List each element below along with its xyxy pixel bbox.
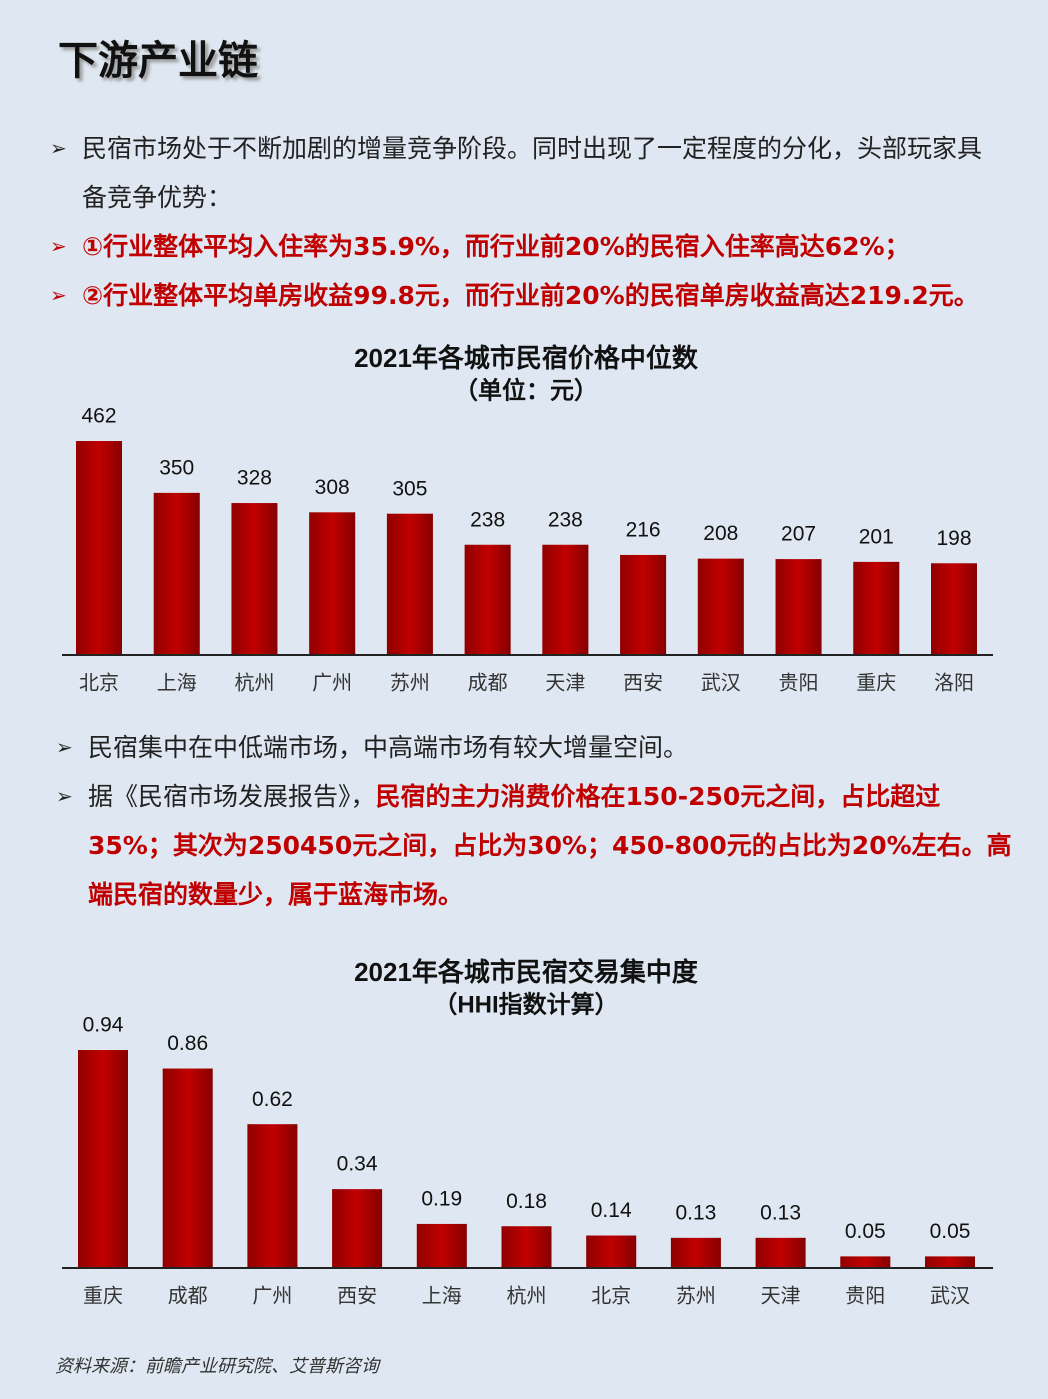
bullet-marker: ➢	[50, 136, 67, 160]
bar-shade	[542, 544, 589, 655]
chart-title: 2021年各城市民宿价格中位数	[354, 343, 699, 373]
bullet-text: 民宿的主力消费价格在150-250元之间，占比超过35%；其次为250450元之…	[88, 782, 1012, 909]
value-label: 216	[626, 518, 661, 541]
category-label: 杭州	[507, 1284, 547, 1308]
bar-shade	[925, 1256, 975, 1268]
value-label: 0.34	[337, 1153, 378, 1176]
value-label: 0.18	[506, 1190, 547, 1213]
chart-subtitle: （单位：元）	[454, 376, 598, 404]
bullet-marker: ➢	[50, 234, 67, 258]
bullet-text: ①行业整体平均入住率为35.9%，而行业前20%的民宿入住率高达62%；	[82, 232, 910, 261]
bullet-text: 民宿市场处于不断加剧的增量竞争阶段。同时出现了一定程度的分化，头部玩家具备竞争优…	[82, 134, 983, 212]
bar-shade	[416, 1223, 467, 1268]
category-label: 武汉	[701, 671, 741, 695]
value-label: 328	[237, 467, 272, 490]
category-label: 上海	[422, 1284, 462, 1308]
value-label: 201	[859, 525, 894, 548]
bullet-marker: ➢	[50, 283, 67, 307]
bullet-marker: ➢	[56, 735, 73, 759]
source-note: 资料来源：前瞻产业研究院、艾普斯咨询	[55, 1356, 379, 1377]
bullet-block: ➢ 民宿集中在中低端市场，中高端市场有较大增量空间。 ➢ 据《民宿市场发展报告》，民宿…	[56, 723, 1016, 919]
bar-shade	[586, 1235, 637, 1268]
category-label: 成都	[468, 671, 508, 695]
bar-shade	[931, 563, 977, 655]
category-label: 上海	[157, 671, 197, 695]
category-label: 重庆	[83, 1284, 123, 1308]
value-label: 0.86	[167, 1032, 208, 1055]
value-label: 0.05	[930, 1220, 971, 1243]
bar-shade	[840, 1256, 891, 1268]
category-label: 重庆	[856, 671, 896, 695]
category-label: 武汉	[930, 1284, 970, 1308]
value-label: 0.62	[252, 1088, 293, 1111]
category-label: 天津	[761, 1284, 801, 1308]
value-label: 207	[781, 523, 816, 546]
bar-shade	[670, 1237, 721, 1268]
category-label: 苏州	[676, 1284, 716, 1308]
value-label: 308	[315, 476, 350, 499]
bar-shade	[332, 1189, 383, 1268]
value-label: 0.19	[421, 1187, 462, 1210]
bar-shade	[501, 1226, 552, 1268]
category-label: 杭州	[234, 671, 274, 695]
bar-shade	[464, 544, 511, 655]
bar-shade	[755, 1237, 806, 1268]
bar-shade	[309, 512, 356, 655]
category-label: 西安	[337, 1284, 377, 1308]
value-label: 462	[81, 405, 116, 428]
category-label: 西安	[623, 671, 663, 695]
value-label: 305	[392, 477, 427, 500]
category-label: 广州	[252, 1284, 292, 1308]
value-label: 208	[703, 522, 738, 545]
value-label: 0.14	[591, 1199, 632, 1222]
category-label: 贵阳	[845, 1284, 885, 1308]
bar-shade	[153, 492, 200, 655]
bar-shade	[775, 559, 822, 655]
category-label: 北京	[591, 1284, 631, 1308]
value-label: 238	[548, 508, 583, 531]
bar-shade	[247, 1124, 298, 1268]
value-label: 0.13	[760, 1201, 801, 1224]
bar-shade	[620, 554, 667, 655]
bar-shade	[231, 503, 278, 655]
value-label: 198	[936, 527, 971, 550]
bullet: ➢ ②行业整体平均单房收益99.8元，而行业前20%的民宿单房收益高达219.2元…	[50, 271, 990, 320]
bar-shade	[162, 1068, 213, 1268]
bar-shade	[386, 513, 433, 655]
page-title: 下游产业链	[58, 38, 258, 84]
value-label: 350	[159, 456, 194, 479]
bullet-text: ②行业整体平均单房收益99.8元，而行业前20%的民宿单房收益高达219.2元。	[82, 281, 979, 310]
bullet: ➢ 民宿市场处于不断加剧的增量竞争阶段。同时出现了一定程度的分化，头部玩家具备竞争…	[50, 124, 990, 222]
category-label: 成都	[168, 1284, 208, 1308]
bar-shade	[78, 1050, 128, 1268]
category-label: 天津	[545, 671, 585, 695]
bullet-block: ➢ 民宿市场处于不断加剧的增量竞争阶段。同时出现了一定程度的分化，头部玩家具备竞争…	[50, 124, 990, 320]
bullet: ➢ ①行业整体平均入住率为35.9%，而行业前20%的民宿入住率高达62%；	[50, 222, 990, 271]
bullet: ➢ 据《民宿市场发展报告》，民宿的主力消费价格在150-250元之间，占比超过35…	[56, 772, 1016, 919]
bullet-text: 民宿集中在中低端市场，中高端市场有较大增量空间。	[88, 733, 689, 762]
category-label: 贵阳	[779, 671, 819, 695]
value-label: 238	[470, 508, 505, 531]
bullet-marker: ➢	[56, 784, 73, 808]
value-label: 0.94	[83, 1014, 124, 1037]
category-label: 广州	[312, 671, 352, 695]
bullet-text: 据《民宿市场发展报告》，	[88, 782, 376, 811]
chart-title: 2021年各城市民宿交易集中度	[354, 957, 698, 987]
value-label: 0.05	[845, 1220, 886, 1243]
value-label: 0.13	[675, 1201, 716, 1224]
chart-subtitle: （HHI指数计算）	[433, 990, 618, 1018]
category-label: 苏州	[390, 671, 430, 695]
bar-shade	[76, 441, 122, 655]
category-label: 洛阳	[934, 671, 974, 695]
bar-shade	[697, 558, 744, 655]
bullet: ➢ 民宿集中在中低端市场，中高端市场有较大增量空间。	[56, 723, 1016, 772]
category-label: 北京	[79, 671, 119, 695]
bar-shade	[853, 561, 900, 655]
